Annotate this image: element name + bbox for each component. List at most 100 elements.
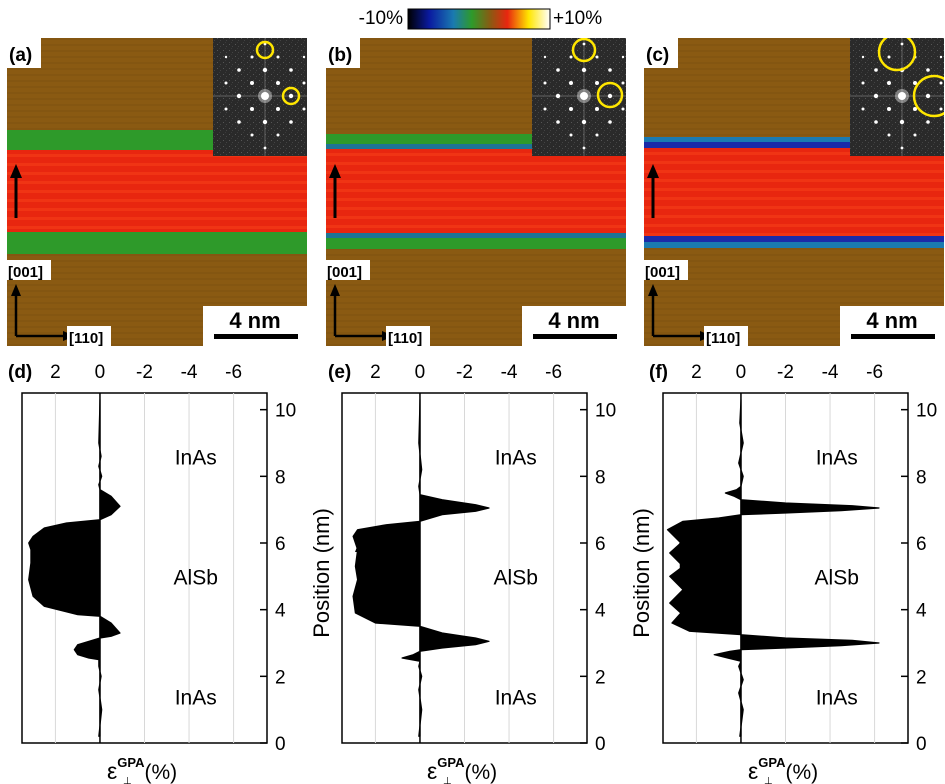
x-tick-label: -6: [545, 362, 562, 383]
y-tick-label: 0: [595, 734, 606, 755]
diffraction-spot: [262, 119, 268, 125]
panel-label: (f): [649, 362, 668, 383]
diffraction-spot: [608, 120, 612, 124]
diffraction-spot: [261, 92, 269, 100]
diffraction-spot: [250, 107, 254, 111]
region-label: InAs: [816, 446, 858, 469]
x-tick-label: 0: [736, 362, 747, 383]
diffraction-spot: [569, 107, 573, 111]
region-label: AlSb: [174, 566, 218, 589]
fft-mask-circle: [255, 40, 275, 60]
colorbar-min-label: -10%: [359, 8, 403, 29]
diffraction-spot: [913, 107, 917, 111]
diffraction-spot: [556, 120, 560, 124]
interface-band: [7, 232, 307, 254]
diffraction-spot: [621, 107, 625, 111]
region-label: AlSb: [494, 566, 538, 589]
image-panel-c: (c) [001] [110] 4 nm: [644, 38, 944, 347]
x-tick-label: -6: [866, 362, 883, 383]
direction-110-label: [110]: [69, 330, 103, 347]
y-tick-label: 4: [275, 601, 286, 622]
diffraction-spot: [926, 120, 930, 124]
alsb-layer: [644, 148, 944, 236]
y-tick-label: 2: [275, 667, 286, 688]
diffraction-spot: [939, 81, 943, 85]
alsb-layer: [7, 150, 307, 232]
direction-001-label: [001]: [327, 264, 362, 281]
diffraction-spot: [569, 133, 573, 137]
region-label: InAs: [175, 446, 217, 469]
scale-bar: [851, 334, 935, 339]
panel-label: (d): [8, 362, 32, 383]
region-label: InAs: [495, 686, 537, 709]
x-tick-label: 2: [50, 362, 61, 383]
x-tick-label: 0: [415, 362, 426, 383]
x-tick-label: -4: [501, 362, 518, 383]
diffraction-spot: [887, 133, 891, 137]
diffraction-spot: [569, 55, 573, 59]
y-tick-label: 4: [916, 601, 927, 622]
fft-mask-circle: [912, 74, 944, 118]
diffraction-spot: [250, 133, 254, 137]
y-tick-label: 2: [595, 667, 606, 688]
diffraction-spot: [595, 81, 599, 85]
y-tick-label: 0: [916, 734, 927, 755]
diffraction-spot: [289, 68, 293, 72]
diffraction-spot: [608, 68, 612, 72]
diffraction-spot: [237, 120, 241, 124]
x-axis-label: εGPA(%): [427, 755, 497, 784]
y-tick-label: 10: [275, 401, 296, 422]
diffraction-spot: [861, 107, 865, 111]
diffraction-spot: [276, 107, 280, 111]
diffraction-spot: [250, 55, 254, 59]
y-tick-label: 6: [916, 534, 927, 555]
diffraction-spot: [874, 120, 878, 124]
colorbar-max-label: +10%: [553, 8, 602, 29]
x-axis-label: εGPA(%): [748, 755, 818, 784]
y-tick-label: 8: [595, 467, 606, 488]
svg-text:⊥: ⊥: [443, 776, 452, 784]
strain-profile-chart-e: (e) 2 0 -2 -4 -6 0 2 4 6 8 10 Position (nm) εGPA(%)⊥ I…: [328, 362, 654, 784]
region-label: AlSb: [815, 566, 859, 589]
diffraction-spot: [607, 93, 613, 99]
fft-inset: [532, 38, 626, 156]
y-tick-label: 10: [595, 401, 616, 422]
diffraction-spot: [302, 107, 306, 111]
direction-110-label: [110]: [388, 330, 422, 347]
fft-mask-circle: [596, 81, 624, 109]
diffraction-spot: [887, 55, 891, 59]
x-tick-label: -2: [136, 362, 153, 383]
diffraction-spot: [276, 55, 280, 59]
y-tick-label: 6: [275, 534, 286, 555]
diffraction-spot: [861, 81, 865, 85]
x-tick-label: -4: [822, 362, 839, 383]
x-tick-label: -2: [456, 362, 473, 383]
diffraction-spot: [887, 81, 891, 85]
diffraction-spot: [887, 107, 891, 111]
y-tick-label: 0: [275, 734, 286, 755]
diffraction-spot: [899, 119, 905, 125]
diffraction-spot: [276, 133, 280, 137]
strain-profile-area: [666, 399, 880, 737]
direction-110-label: [110]: [706, 330, 740, 347]
colorbar: -10% +10%: [359, 8, 602, 30]
diffraction-spot: [621, 81, 625, 85]
svg-text:⊥: ⊥: [764, 776, 773, 784]
image-panel-b: (b) [001] [110] 4 nm: [326, 38, 626, 347]
diffraction-spot: [250, 81, 254, 85]
diffraction-spot: [582, 146, 586, 150]
y-tick-label: 10: [916, 401, 937, 422]
diffraction-spot: [926, 68, 930, 72]
diffraction-spot: [581, 119, 587, 125]
diffraction-spot: [580, 92, 588, 100]
diffraction-spot: [556, 68, 560, 72]
diffraction-spot: [874, 68, 878, 72]
strain-profile-area: [28, 399, 121, 737]
y-tick-label: 4: [595, 601, 606, 622]
diffraction-spot: [861, 55, 865, 59]
y-tick-label: 8: [275, 467, 286, 488]
diffraction-spot: [900, 42, 904, 46]
scale-bar-label: 4 nm: [229, 308, 280, 333]
